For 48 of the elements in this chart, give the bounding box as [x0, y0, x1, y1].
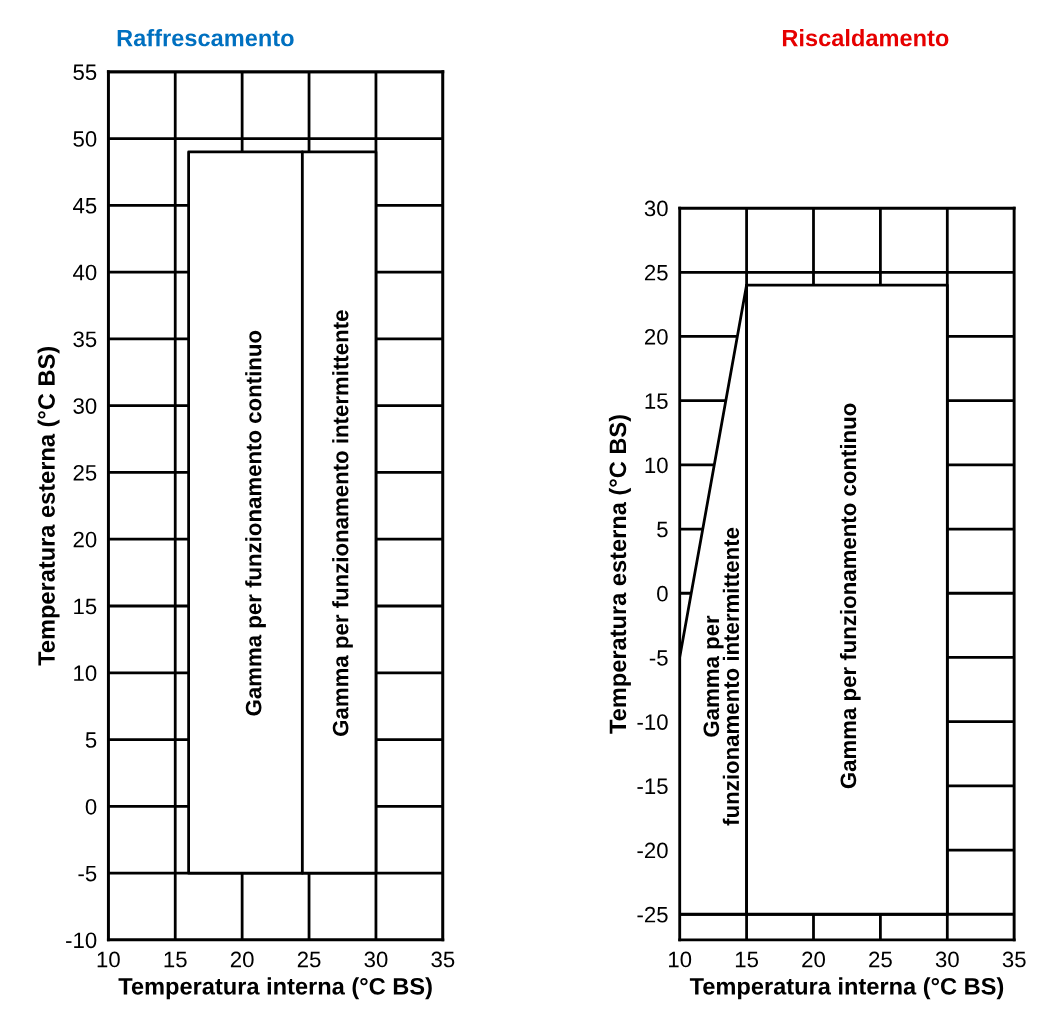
y-tick-label: 30 — [644, 200, 668, 217]
x-tick-label: 15 — [735, 951, 759, 968]
y-tick-label: 40 — [73, 264, 97, 281]
x-tick-label: 25 — [297, 951, 321, 968]
x-tick-label: 30 — [364, 951, 388, 968]
x-tick-label: 20 — [802, 951, 825, 968]
x-tick-label: 35 — [431, 951, 455, 968]
y-tick-label: 50 — [73, 131, 97, 147]
y-tick-label: 55 — [73, 64, 97, 81]
y-tick-label: 35 — [73, 331, 97, 348]
y-tick-label: 15 — [74, 598, 97, 615]
annotation: Gamma per funzionamento continuo — [839, 403, 861, 789]
y-tick-label: 20 — [644, 329, 668, 345]
y-axis-title: Temperatura esterna (°C BS) — [37, 347, 60, 666]
y-tick-label: -5 — [78, 865, 97, 882]
y-tick-label: 5 — [85, 732, 97, 748]
y-tick-label: 0 — [657, 585, 668, 602]
y-tick-label: -15 — [637, 778, 668, 795]
annotation: Gamma per funzionamento intermittente — [703, 527, 740, 826]
y-tick-label: 20 — [73, 531, 97, 548]
y-axis-title: Temperatura esterna (°C BS) — [608, 415, 631, 734]
x-tick-label: 35 — [1002, 951, 1026, 968]
x-tick-label: 20 — [230, 951, 254, 968]
y-tick-label: 10 — [74, 665, 97, 682]
y-tick-label: -20 — [637, 842, 668, 859]
x-tick-label: 25 — [869, 951, 892, 968]
y-tick-label: -10 — [637, 714, 668, 730]
x-tick-label: 10 — [97, 951, 120, 968]
y-tick-label: 0 — [85, 798, 97, 815]
y-tick-label: 45 — [73, 198, 97, 214]
x-tick-label: 15 — [164, 951, 187, 968]
x-tick-label: 10 — [669, 951, 692, 968]
y-tick-label: 30 — [73, 398, 97, 414]
y-tick-label: 25 — [73, 464, 97, 481]
y-tick-label: -25 — [637, 906, 668, 923]
chart-title: Raffrescamento — [117, 29, 294, 47]
y-tick-label: -10 — [66, 932, 97, 949]
chart-title: Riscaldamento — [782, 29, 949, 47]
annotation: Gamma per funzionamento continuo — [245, 330, 266, 716]
y-tick-label: 10 — [645, 457, 668, 474]
y-tick-label: 5 — [657, 521, 668, 538]
y-tick-label: 15 — [645, 393, 668, 409]
x-axis-title: Temperatura interna (°C BS) — [689, 977, 1004, 1000]
y-tick-label: -5 — [649, 650, 668, 666]
annotation: Gamma per funzionamento intermittente — [332, 310, 353, 736]
y-tick-label: 25 — [644, 264, 668, 281]
x-axis-title: Temperatura interna (°C BS) — [118, 977, 432, 1000]
x-tick-label: 30 — [935, 951, 959, 968]
